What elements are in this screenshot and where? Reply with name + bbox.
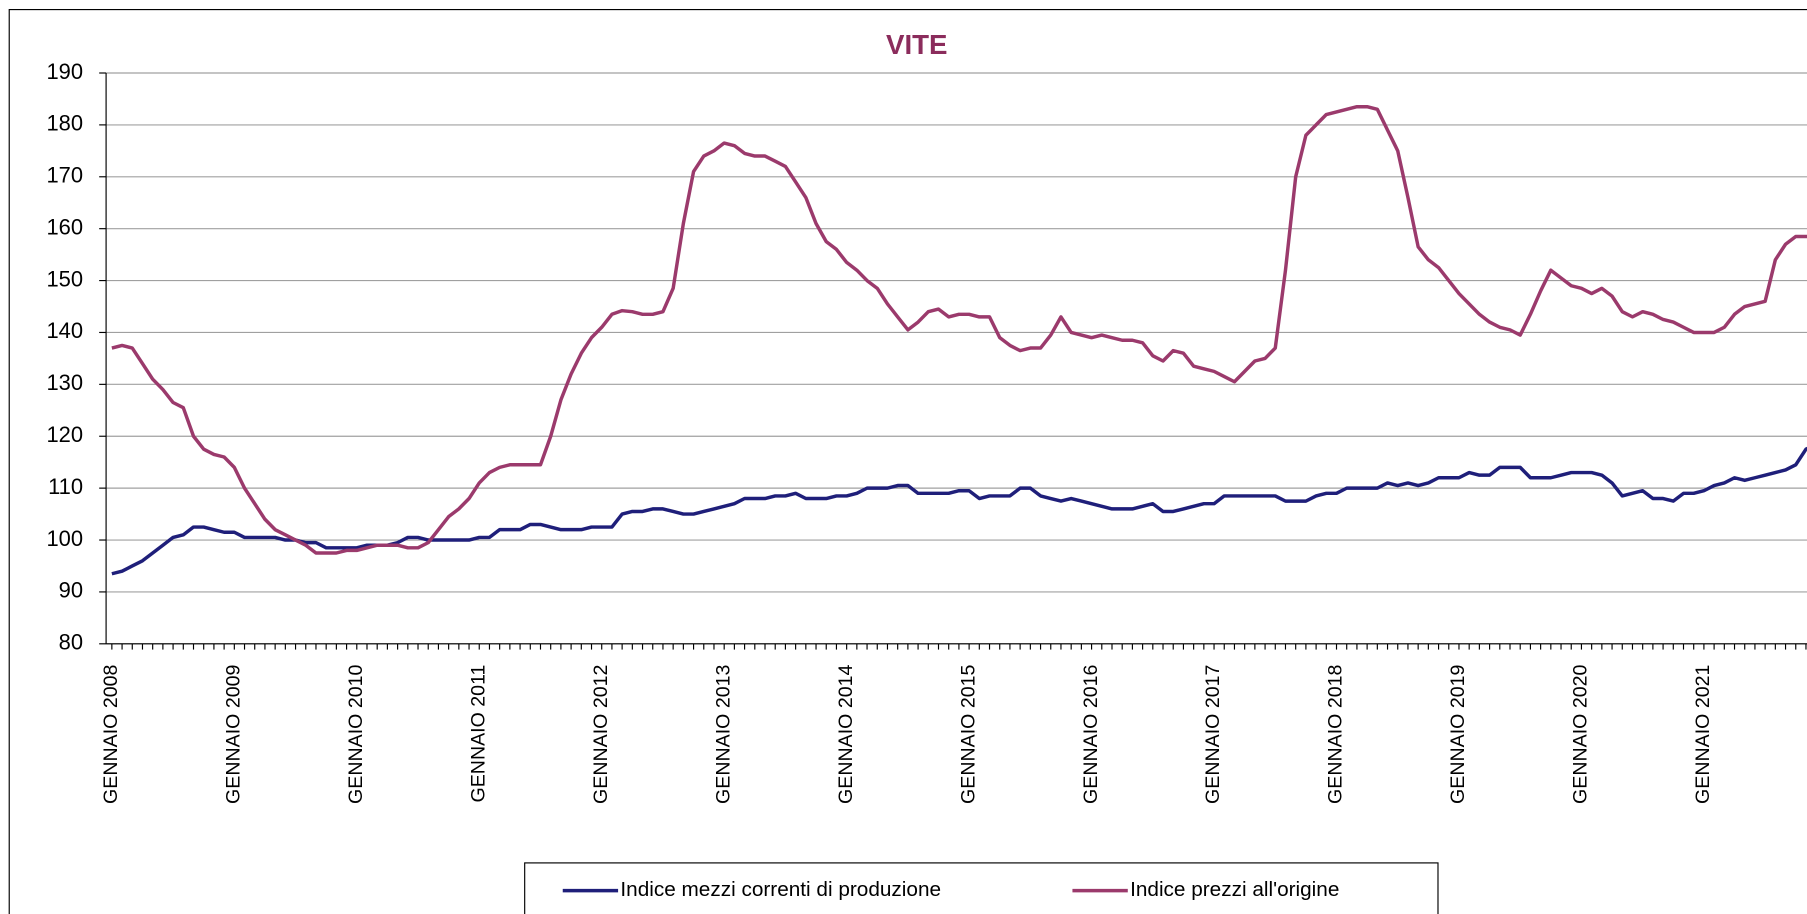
x-tick-label: GENNAIO 2009 xyxy=(222,665,244,804)
y-tick-label: 120 xyxy=(46,422,83,447)
y-tick-label: 110 xyxy=(48,474,83,499)
y-tick-label: 130 xyxy=(46,370,83,395)
x-tick-label: GENNAIO 2010 xyxy=(345,664,367,803)
x-tick-label: GENNAIO 2018 xyxy=(1325,664,1347,803)
series-line xyxy=(111,104,1807,555)
x-tick-label: GENNAIO 2012 xyxy=(590,665,612,804)
y-tick-label: 180 xyxy=(46,111,83,136)
x-tick-label: GENNAIO 2014 xyxy=(835,664,857,803)
x-tick-label: GENNAIO 2020 xyxy=(1570,664,1592,803)
y-tick-label: 150 xyxy=(46,266,83,291)
x-tick-label: GENNAIO 2021 xyxy=(1692,665,1714,804)
x-tick-label: GENNAIO 2011 xyxy=(467,665,489,803)
legend: Indice mezzi correnti di produzione Indic… xyxy=(524,862,1439,914)
y-tick-label: 160 xyxy=(46,214,83,239)
y-tick-label: 190 xyxy=(46,59,83,84)
y-tick-label: 100 xyxy=(46,526,83,551)
series-line xyxy=(111,446,1807,576)
x-tick-label: GENNAIO 2015 xyxy=(957,664,979,803)
x-tick-label: GENNAIO 2019 xyxy=(1447,665,1469,804)
y-tick-label: 90 xyxy=(59,578,83,603)
y-tick-label: 80 xyxy=(59,630,83,655)
x-tick-label: GENNAIO 2013 xyxy=(712,664,734,803)
x-tick-label: GENNAIO 2008 xyxy=(100,664,122,803)
y-tick-label: 170 xyxy=(46,163,83,188)
x-tick-label: GENNAIO 2017 xyxy=(1202,665,1224,804)
x-tick-label: GENNAIO 2016 xyxy=(1080,664,1102,803)
chart-title: VITE xyxy=(886,29,947,60)
legend-label: Indice mezzi correnti di produzione xyxy=(620,878,941,901)
chart-border xyxy=(8,8,1807,914)
y-tick-label: 140 xyxy=(46,318,83,343)
legend-box xyxy=(524,862,1439,914)
legend-label: Indice prezzi all'origine xyxy=(1130,878,1339,901)
